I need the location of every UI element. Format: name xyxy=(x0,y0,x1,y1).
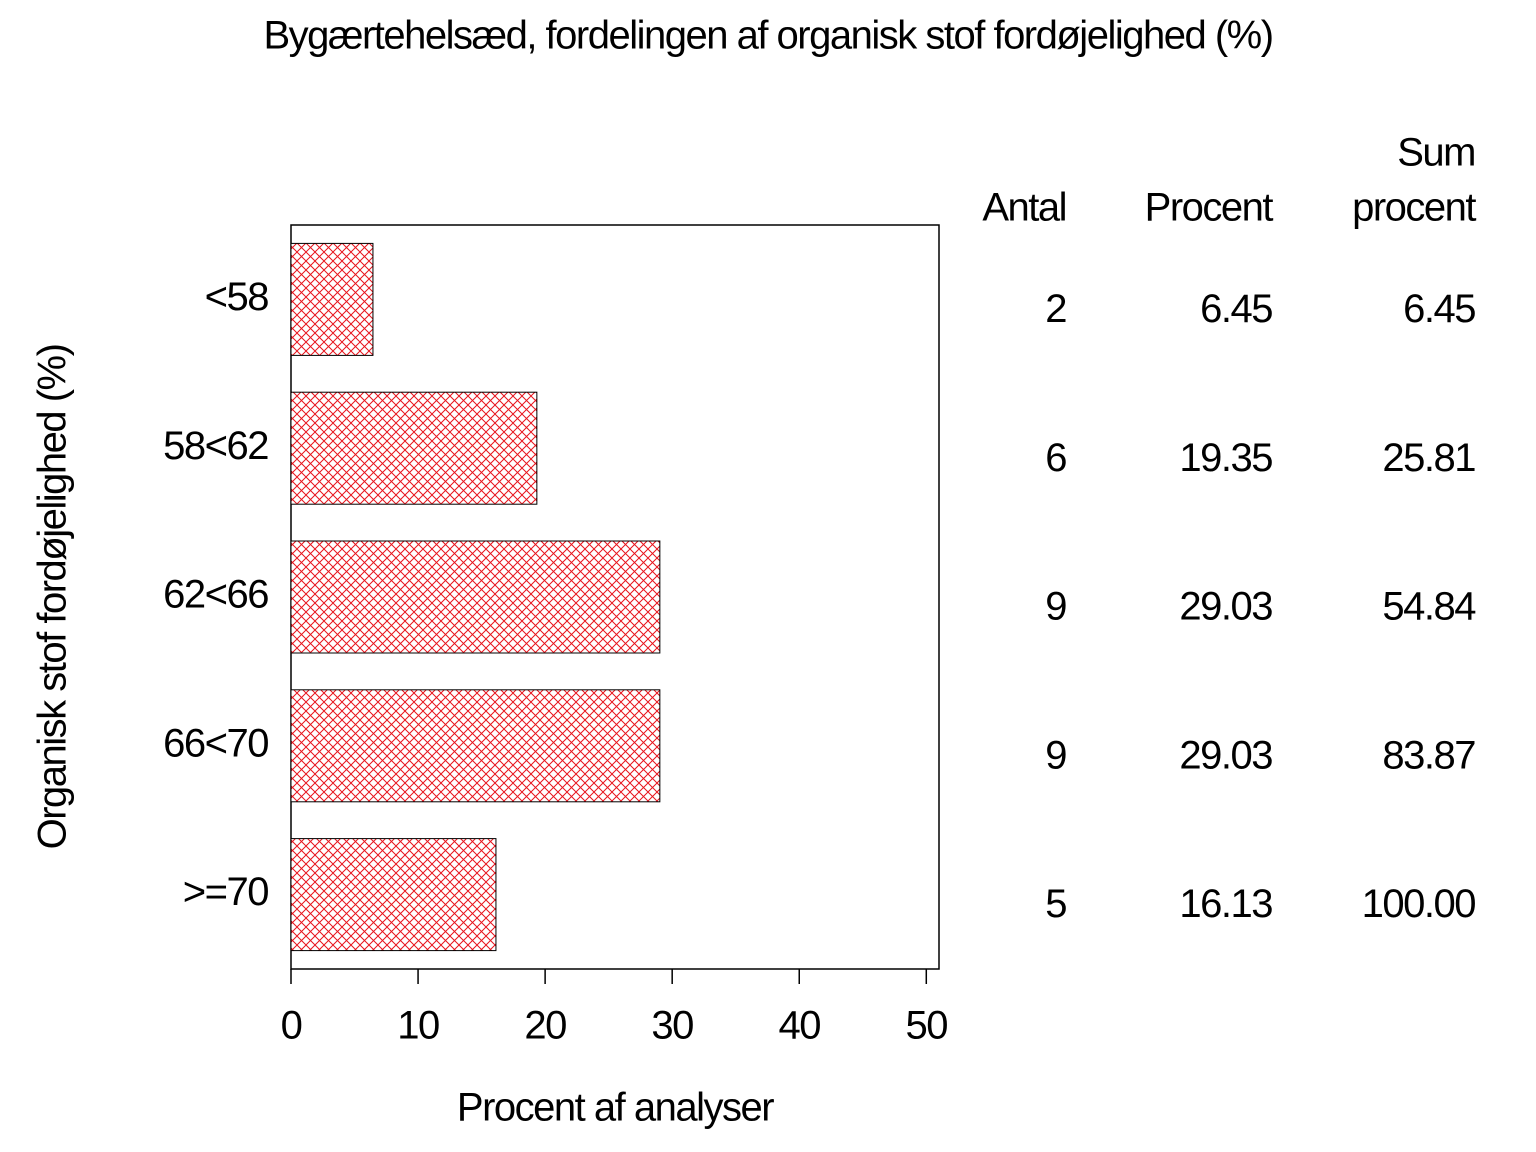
table-cumulative: 54.84 xyxy=(1382,585,1476,629)
table-cumulative: 6.45 xyxy=(1403,287,1475,331)
y-tick-label: 58<62 xyxy=(163,424,268,468)
y-tick-label: 62<66 xyxy=(163,573,268,617)
x-tick-label: 50 xyxy=(906,1004,948,1048)
bar xyxy=(290,838,497,952)
bar xyxy=(290,540,661,654)
x-tick-label: 30 xyxy=(651,1004,693,1048)
x-tick-label: 10 xyxy=(397,1004,439,1048)
x-axis-title: Procent af analyser xyxy=(457,1086,774,1130)
y-axis-title: Organisk stof fordøjelighed (%) xyxy=(31,345,75,850)
table-header: procent xyxy=(1352,186,1476,230)
x-tick-label: 0 xyxy=(281,1004,302,1048)
table-cumulative: 25.81 xyxy=(1382,436,1475,480)
table-percent: 16.13 xyxy=(1179,882,1272,926)
table-count: 9 xyxy=(1045,585,1066,629)
chart-title: Bygærtehelsæd, fordelingen af organisk s… xyxy=(263,14,1272,58)
table-percent: 19.35 xyxy=(1179,436,1272,480)
y-tick-label: >=70 xyxy=(183,870,268,914)
table-percent: 6.45 xyxy=(1200,287,1272,331)
x-tick-label: 20 xyxy=(524,1004,566,1048)
x-tick-label: 40 xyxy=(778,1004,820,1048)
bar xyxy=(290,391,538,505)
table-cumulative: 100.00 xyxy=(1362,882,1476,926)
table-count: 9 xyxy=(1045,733,1066,777)
table-cumulative: 83.87 xyxy=(1382,733,1475,777)
table-header: Antal xyxy=(982,186,1066,230)
bar xyxy=(290,242,374,356)
table-count: 5 xyxy=(1045,882,1066,926)
table-header: Procent xyxy=(1145,186,1274,230)
table-count: 6 xyxy=(1045,436,1066,480)
table-percent: 29.03 xyxy=(1179,733,1272,777)
bar xyxy=(290,689,661,803)
table-percent: 29.03 xyxy=(1179,585,1272,629)
table-header: Sum xyxy=(1397,131,1475,175)
y-tick-label: <58 xyxy=(205,275,269,319)
table-count: 2 xyxy=(1045,287,1066,331)
y-tick-label: 66<70 xyxy=(163,721,268,765)
